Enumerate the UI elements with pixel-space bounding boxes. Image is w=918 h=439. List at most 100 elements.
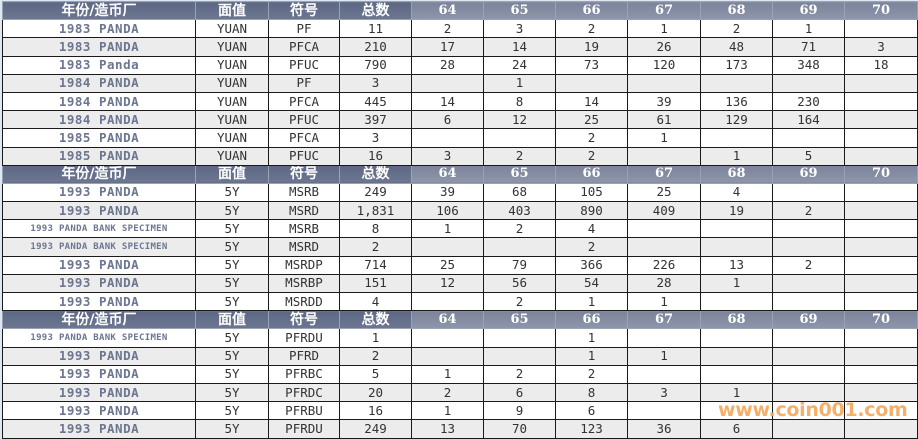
cell-grade-count: 348 bbox=[772, 55, 845, 75]
cell-grade-count: 164 bbox=[772, 110, 845, 130]
cell-grade-count bbox=[844, 382, 918, 403]
cell-symbol: PF bbox=[268, 19, 340, 39]
cell-grade-count bbox=[411, 237, 484, 257]
cell-grade-count bbox=[700, 237, 773, 257]
cell-grade-count: 14 bbox=[483, 37, 556, 57]
cell-symbol: PFRDU bbox=[268, 328, 340, 348]
cell-grade-count: 71 bbox=[772, 37, 845, 57]
header-grade-68: 68 bbox=[700, 310, 773, 330]
header-grade-65: 65 bbox=[483, 310, 556, 330]
cell-total: 151 bbox=[339, 273, 412, 294]
cell-grade-count bbox=[772, 401, 845, 421]
cell-grade-count: 13 bbox=[411, 419, 484, 439]
cell-denomination: 5Y bbox=[195, 419, 269, 439]
cell-grade-count: 1 bbox=[627, 19, 701, 39]
cell-grade-count bbox=[483, 237, 556, 257]
cell-grade-count: 5 bbox=[772, 146, 845, 166]
cell-grade-count: 2 bbox=[772, 255, 845, 275]
cell-grade-count bbox=[772, 291, 845, 312]
cell-denomination: 5Y bbox=[195, 201, 269, 221]
cell-grade-count: 39 bbox=[411, 182, 484, 203]
header-year-mint: 年份/造币厂 bbox=[2, 164, 196, 184]
table-row: 1993 PANDA BANK SPECIMEN 5Y MSRB 8 1 2 4 bbox=[2, 219, 918, 239]
cell-symbol: PFCA bbox=[268, 37, 340, 57]
cell-total: 397 bbox=[339, 110, 412, 130]
cell-grade-count: 70 bbox=[483, 419, 556, 439]
cell-grade-count: 79 bbox=[483, 255, 556, 275]
header-grade-64: 64 bbox=[411, 310, 484, 330]
cell-grade-count bbox=[772, 273, 845, 294]
cell-symbol: MSRDD bbox=[268, 291, 340, 312]
header-grade-69: 69 bbox=[772, 0, 845, 21]
section-header-row: 年份/造币厂 面值 符号 总数 64 65 66 67 68 69 70 bbox=[2, 0, 918, 21]
cell-grade-count bbox=[844, 201, 918, 221]
cell-total: 790 bbox=[339, 55, 412, 75]
cell-grade-count: 2 bbox=[555, 237, 628, 257]
cell-grade-count: 226 bbox=[627, 255, 701, 275]
cell-grade-count: 2 bbox=[483, 291, 556, 312]
header-grade-70: 70 bbox=[844, 164, 918, 184]
cell-year-mint: 1993 PANDA bbox=[2, 419, 196, 439]
cell-grade-count bbox=[627, 146, 701, 166]
cell-grade-count: 2 bbox=[483, 364, 556, 384]
table-row: 1993 PANDA BANK SPECIMEN 5Y PFRDU 1 1 bbox=[2, 328, 918, 348]
cell-year-mint: 1983 Panda bbox=[2, 55, 196, 75]
cell-grade-count: 18 bbox=[844, 55, 918, 75]
cell-year-mint: 1993 PANDA bbox=[2, 291, 196, 312]
cell-grade-count: 6 bbox=[700, 419, 773, 439]
cell-grade-count: 1 bbox=[772, 19, 845, 39]
header-grade-65: 65 bbox=[483, 164, 556, 184]
cell-symbol: PFRBC bbox=[268, 364, 340, 384]
cell-grade-count: 2 bbox=[700, 19, 773, 39]
cell-symbol: PFRDU bbox=[268, 419, 340, 439]
cell-denomination: 5Y bbox=[195, 382, 269, 403]
cell-grade-count bbox=[772, 419, 845, 439]
cell-denomination: 5Y bbox=[195, 237, 269, 257]
cell-grade-count bbox=[844, 219, 918, 239]
header-symbol: 符号 bbox=[268, 310, 340, 330]
cell-grade-count: 39 bbox=[627, 91, 701, 112]
cell-grade-count bbox=[844, 237, 918, 257]
table-row: 1985 PANDA YUAN PFCA 3 2 1 bbox=[2, 128, 918, 148]
cell-grade-count: 409 bbox=[627, 201, 701, 221]
cell-grade-count: 173 bbox=[700, 55, 773, 75]
cell-grade-count: 4 bbox=[555, 219, 628, 239]
table-row: 1993 PANDA BANK SPECIMEN 5Y MSRD 2 2 bbox=[2, 237, 918, 257]
table-row: 1984 PANDA YUAN PFCA 445 14 8 14 39 136 230 bbox=[2, 91, 918, 112]
cell-grade-count: 890 bbox=[555, 201, 628, 221]
cell-symbol: MSRD bbox=[268, 237, 340, 257]
cell-grade-count: 13 bbox=[700, 255, 773, 275]
cell-grade-count bbox=[700, 291, 773, 312]
cell-total: 5 bbox=[339, 364, 412, 384]
header-grade-64: 64 bbox=[411, 164, 484, 184]
cell-grade-count: 230 bbox=[772, 91, 845, 112]
cell-grade-count: 1 bbox=[555, 346, 628, 366]
cell-denomination: 5Y bbox=[195, 255, 269, 275]
cell-grade-count bbox=[844, 255, 918, 275]
cell-grade-count: 36 bbox=[627, 419, 701, 439]
table-row: 1993 PANDA 5Y PFRDC 20 2 6 8 3 1 bbox=[2, 382, 918, 403]
cell-year-mint: 1993 PANDA BANK SPECIMEN bbox=[2, 328, 196, 348]
cell-symbol: PFUC bbox=[268, 110, 340, 130]
cell-grade-count bbox=[772, 346, 845, 366]
header-year-mint: 年份/造币厂 bbox=[2, 310, 196, 330]
cell-symbol: MSRBP bbox=[268, 273, 340, 294]
header-grade-68: 68 bbox=[700, 0, 773, 21]
table-row: 1993 PANDA 5Y PFRBU 16 1 9 6 bbox=[2, 401, 918, 421]
cell-grade-count: 48 bbox=[700, 37, 773, 57]
table-row: 1993 PANDA 5Y MSRB 249 39 68 105 25 4 bbox=[2, 182, 918, 203]
cell-grade-count: 1 bbox=[700, 382, 773, 403]
header-grade-64: 64 bbox=[411, 0, 484, 21]
cell-grade-count: 1 bbox=[555, 291, 628, 312]
table-row: 1993 PANDA 5Y MSRBP 151 12 56 54 28 1 bbox=[2, 273, 918, 294]
header-grade-68: 68 bbox=[700, 164, 773, 184]
cell-grade-count bbox=[627, 237, 701, 257]
cell-grade-count: 6 bbox=[411, 110, 484, 130]
cell-grade-count: 14 bbox=[411, 91, 484, 112]
cell-total: 20 bbox=[339, 382, 412, 403]
cell-grade-count bbox=[772, 328, 845, 348]
cell-grade-count: 19 bbox=[700, 201, 773, 221]
cell-grade-count: 2 bbox=[555, 364, 628, 384]
cell-grade-count: 2 bbox=[555, 19, 628, 39]
cell-grade-count bbox=[700, 73, 773, 93]
